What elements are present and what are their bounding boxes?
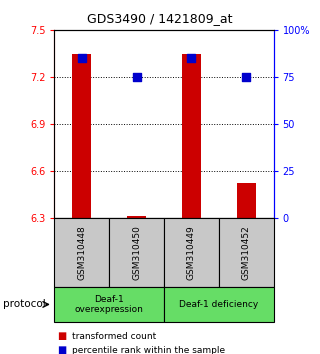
Point xyxy=(244,74,249,80)
Text: transformed count: transformed count xyxy=(72,332,156,341)
Text: protocol: protocol xyxy=(3,299,46,309)
Bar xyxy=(182,53,201,218)
Point xyxy=(134,74,139,80)
Bar xyxy=(236,183,256,218)
Point xyxy=(189,55,194,61)
Bar xyxy=(127,216,146,218)
Text: GSM310449: GSM310449 xyxy=(187,225,196,280)
Text: percentile rank within the sample: percentile rank within the sample xyxy=(72,346,225,354)
Text: Deaf-1 deficiency: Deaf-1 deficiency xyxy=(179,300,259,309)
Text: GSM310448: GSM310448 xyxy=(77,225,86,280)
Text: GSM310452: GSM310452 xyxy=(242,225,251,280)
Text: GSM310450: GSM310450 xyxy=(132,225,141,280)
Text: Deaf-1
overexpression: Deaf-1 overexpression xyxy=(75,295,144,314)
Text: GDS3490 / 1421809_at: GDS3490 / 1421809_at xyxy=(87,12,233,25)
Text: ■: ■ xyxy=(58,346,67,354)
Text: ■: ■ xyxy=(58,331,67,341)
Bar xyxy=(72,53,92,218)
Point xyxy=(79,55,84,61)
